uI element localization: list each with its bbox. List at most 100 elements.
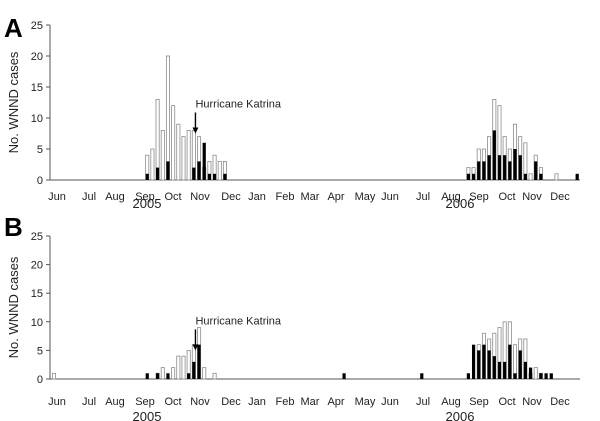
panel-a: A 0 5 10 15 20 25 No. WNND cases Jun Jul Aug Sep Oct…	[4, 13, 580, 211]
bar-total	[202, 367, 207, 380]
bar-subset	[487, 155, 491, 180]
x-tick-label: Mar	[301, 191, 320, 203]
bar-total	[217, 160, 222, 181]
x-tick-label: Aug	[441, 191, 461, 203]
x-tick-label: Nov	[190, 191, 210, 203]
x-tick-label: Aug	[441, 396, 461, 408]
annotation-text: Hurricane Katrina	[195, 315, 281, 327]
x-tick-label: Jul	[416, 396, 430, 408]
bar-subset	[518, 350, 522, 379]
x-tick-label: Jan	[248, 396, 266, 408]
bar-subset	[503, 155, 507, 180]
bar-subset	[539, 373, 543, 379]
bar-subset	[207, 173, 211, 180]
bar-subset	[497, 361, 502, 379]
year-label: 2005	[133, 409, 162, 421]
x-tick-label: Mar	[301, 396, 320, 408]
bar-subset	[477, 161, 481, 180]
bar-total	[150, 148, 155, 181]
bar-subset	[513, 373, 517, 379]
x-tick-label: Dec	[221, 191, 241, 203]
bar-total	[160, 367, 165, 380]
y-tick-label: 10	[31, 317, 43, 329]
bar-subset	[575, 173, 579, 180]
y-tick-label: 0	[37, 175, 43, 187]
x-tick-label: Oct	[498, 191, 515, 203]
bar-subset	[534, 161, 538, 180]
y-tick-label: 5	[37, 345, 43, 357]
y-tick-label: 25	[31, 231, 43, 243]
annotation-text: Hurricane Katrina	[195, 99, 281, 111]
bar-total	[52, 372, 57, 380]
bar-subset	[508, 161, 512, 180]
bar-subset	[471, 344, 476, 379]
bar-subset	[528, 367, 533, 379]
y-tick-label: 20	[31, 51, 43, 63]
bar-subset	[513, 149, 517, 180]
x-tick-label: Sep	[135, 191, 155, 203]
x-tick-label: Aug	[105, 191, 125, 203]
bar-total	[533, 367, 538, 380]
x-tick-label: Jun	[381, 191, 399, 203]
x-tick-label: Oct	[498, 396, 515, 408]
y-tick-label: 5	[37, 144, 43, 156]
bar-subset	[466, 173, 470, 180]
bar-subset	[145, 173, 149, 180]
bar-subset	[197, 161, 201, 180]
x-tick-label: May	[355, 396, 376, 408]
bar-subset	[342, 373, 346, 379]
y-tick-label: 15	[31, 288, 43, 300]
bar-subset	[212, 173, 217, 180]
bar-subset	[492, 130, 496, 180]
y-axis-label: No. WNND cases	[6, 51, 21, 153]
bar-total	[176, 123, 181, 181]
x-tick-label: Nov	[190, 396, 210, 408]
bar-subset	[187, 373, 191, 379]
bar-subset	[487, 350, 491, 379]
year-label: 2006	[446, 196, 475, 211]
x-tick-label: Dec	[550, 396, 570, 408]
bar-total	[160, 129, 165, 181]
bar-subset	[223, 173, 227, 180]
bar-subset	[508, 344, 512, 379]
bar-total	[171, 367, 176, 380]
year-label: 2006	[446, 409, 475, 421]
panel-b: B 0 5 10 15 20 25 No. WNND cases Jun Jul Aug Sep Oct…	[4, 212, 580, 421]
bar-total	[528, 173, 533, 181]
annotation-arrowhead	[192, 344, 199, 351]
y-axis-label: No. WNND cases	[6, 256, 21, 358]
x-tick-label: Feb	[276, 396, 295, 408]
x-tick-label: Dec	[221, 396, 241, 408]
bar-total	[554, 173, 559, 181]
bar-total	[181, 355, 186, 380]
bar-total	[186, 129, 191, 181]
bar-subset	[523, 173, 527, 180]
year-label: 2005	[133, 196, 162, 211]
bar-subset	[518, 155, 522, 180]
panel-letter: A	[4, 13, 23, 43]
y-tick-label: 15	[31, 82, 43, 94]
bar-subset	[156, 373, 160, 379]
x-tick-label: Oct	[164, 191, 181, 203]
bar-subset	[156, 167, 160, 180]
bar-total	[181, 136, 186, 181]
bar-total	[212, 372, 217, 380]
x-tick-label: Jun	[48, 396, 66, 408]
bar-subset	[482, 344, 486, 379]
bar-subset	[523, 361, 527, 379]
bar-subset	[166, 161, 170, 180]
x-tick-label: May	[355, 191, 376, 203]
bar-subset	[420, 373, 424, 379]
x-tick-label: Sep	[135, 396, 155, 408]
x-tick-label: Nov	[522, 191, 542, 203]
bar-subset	[197, 344, 201, 379]
bar-subset	[477, 350, 481, 379]
x-tick-label: Sep	[469, 191, 489, 203]
bar-subset	[497, 155, 502, 180]
y-tick-label: 10	[31, 113, 43, 125]
bar-subset	[192, 361, 196, 379]
bar-subset	[471, 173, 476, 180]
x-tick-label: Nov	[522, 396, 542, 408]
y-tick-label: 20	[31, 260, 43, 272]
